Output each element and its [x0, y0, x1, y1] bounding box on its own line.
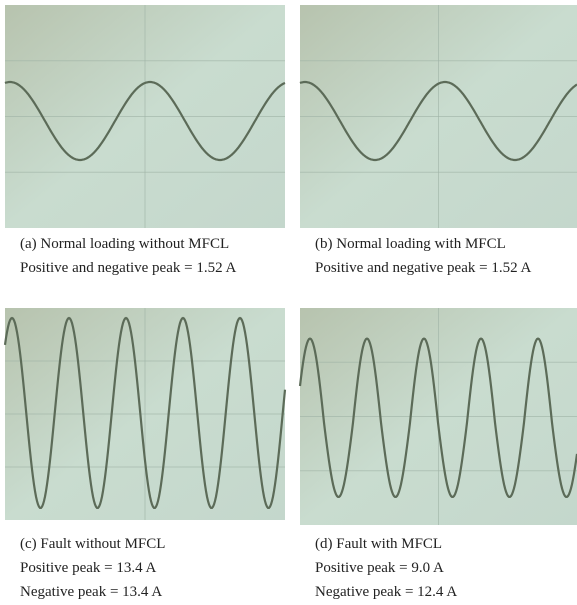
- caption-line: Positive peak = 9.0 A: [315, 560, 444, 576]
- waveform: [3, 316, 287, 509]
- caption-line: Positive peak = 13.4 A: [20, 560, 157, 576]
- caption-line: (b) Normal loading with MFCL: [315, 236, 506, 252]
- caption-line: (a) Normal loading without MFCL: [20, 236, 229, 252]
- caption-line: Positive and negative peak = 1.52 A: [20, 260, 237, 276]
- caption-line: Negative peak = 12.4 A: [315, 584, 457, 600]
- caption-line: Positive and negative peak = 1.52 A: [315, 260, 532, 276]
- waveform: [298, 337, 577, 498]
- caption-line: (d) Fault with MFCL: [315, 536, 442, 552]
- waveform: [299, 80, 577, 162]
- caption-line: (c) Fault without MFCL: [20, 536, 165, 552]
- caption-line: Negative peak = 13.4 A: [20, 584, 162, 600]
- waveform: [4, 80, 286, 162]
